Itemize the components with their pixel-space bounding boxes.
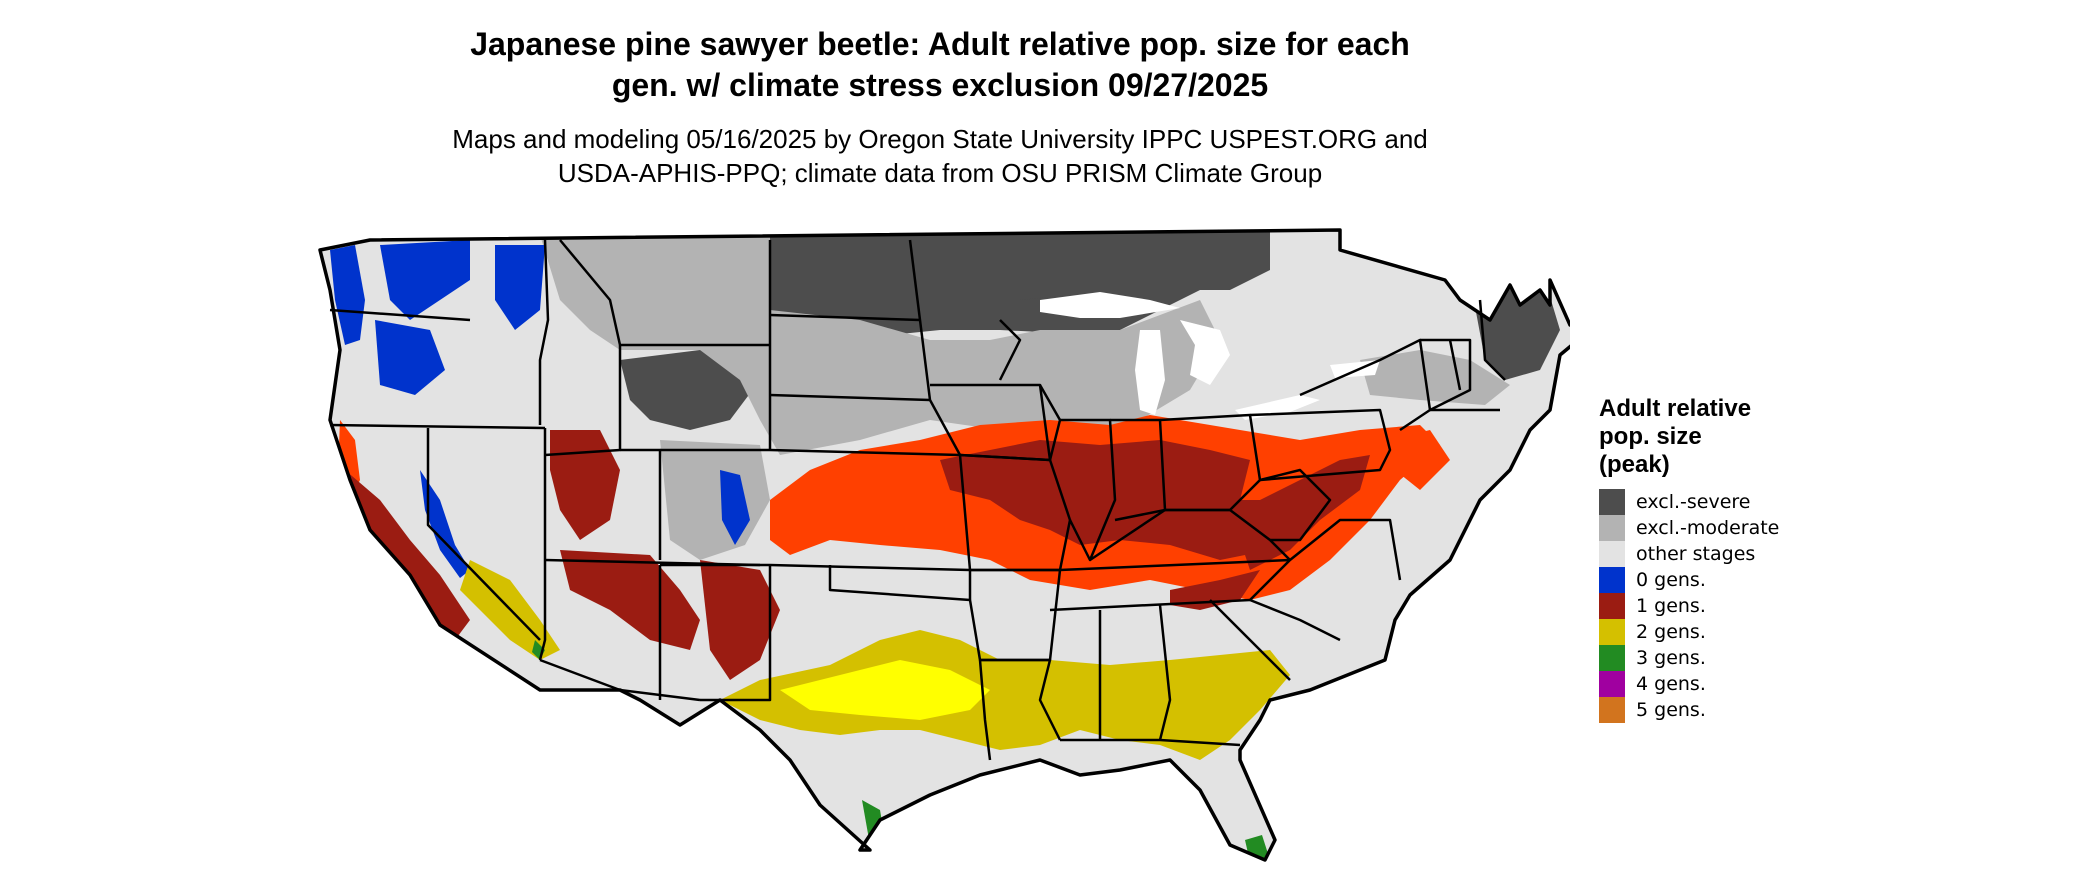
- region-one-gen-great-basin: [550, 430, 620, 540]
- border-georgia-florida: [1060, 738, 1241, 747]
- border-pennsylvania: [1249, 408, 1392, 482]
- region-zero-gens-cascades: [330, 245, 365, 345]
- title-line-2: gen. w/ climate stress exclusion 09/27/2…: [611, 67, 1269, 103]
- legend-item: 0 gens.: [1599, 567, 1779, 593]
- border-washington-oregon: [329, 308, 471, 322]
- legend-label: 2 gens.: [1636, 621, 1706, 643]
- us-map: [318, 228, 1570, 862]
- border-oklahoma-texas: [828, 565, 971, 602]
- region-one-gen-light-newengland: [1390, 430, 1450, 490]
- legend-item: other stages: [1599, 541, 1779, 567]
- border-plains-east: [908, 239, 972, 600]
- border-west-virginia: [1259, 468, 1332, 542]
- region-two-gens-south: [720, 630, 1290, 760]
- legend-title-line-1: Adult relative: [1599, 395, 1752, 422]
- legend-item: 4 gens.: [1599, 671, 1779, 697]
- region-one-gen-new-mexico: [700, 560, 780, 680]
- legend: Adult relative pop. size (peak) excl.-se…: [1599, 395, 1779, 723]
- border-oregon-idaho: [538, 239, 550, 425]
- region-one-gen-california-valley: [345, 470, 470, 640]
- legend-label: 3 gens.: [1636, 647, 1706, 669]
- legend-swatch: [1599, 697, 1625, 723]
- border-tennessee-south: [1049, 598, 1251, 612]
- legend-items: excl.-severe excl.-moderate other stages 0 …: [1599, 489, 1779, 723]
- border-texas-louisiana: [978, 659, 992, 761]
- border-alabama-georgia: [1158, 604, 1172, 741]
- legend-label: excl.-severe: [1636, 491, 1751, 513]
- region-one-gen-arizona: [560, 550, 700, 650]
- legend-swatch: [1599, 515, 1625, 541]
- border-new-england: [1420, 338, 1472, 412]
- border-nevada-utah: [538, 428, 547, 661]
- legend-label: excl.-moderate: [1636, 517, 1780, 539]
- border-virginia: [1249, 518, 1402, 601]
- border-vermont-nh: [1448, 339, 1462, 391]
- map-subtitle: Maps and modeling 05/16/2025 by Oregon S…: [0, 122, 1880, 190]
- legend-item: 2 gens.: [1599, 619, 1779, 645]
- border-georgia-carolinas: [1209, 599, 1291, 681]
- border-kentucky-tennessee: [1059, 558, 1291, 572]
- border-minnesota-east: [998, 319, 1022, 381]
- border-louisiana: [980, 658, 1062, 741]
- legend-swatch: [1599, 645, 1625, 671]
- legend-label: 1 gens.: [1636, 595, 1706, 617]
- legend-swatch: [1599, 489, 1625, 515]
- subtitle-line-1: Maps and modeling 05/16/2025 by Oregon S…: [452, 124, 1428, 154]
- legend-label: 0 gens.: [1636, 569, 1706, 591]
- legend-swatch: [1599, 671, 1625, 697]
- legend-item: excl.-severe: [1599, 489, 1779, 515]
- border-north-south-dakota: [769, 313, 921, 322]
- border-nebraska-kansas: [769, 448, 961, 457]
- border-south-dakota-nebraska: [769, 393, 931, 402]
- region-two-gens-light-texas: [780, 660, 990, 720]
- map-title: Japanese pine sawyer beetle: Adult relat…: [0, 24, 1880, 106]
- border-kentucky: [1089, 508, 1291, 562]
- lake-superior: [1040, 292, 1180, 318]
- region-zero-gens-colorado: [720, 470, 750, 545]
- legend-swatch: [1599, 541, 1625, 567]
- legend-swatch: [1599, 593, 1625, 619]
- region-zero-gens-oregon: [375, 320, 445, 395]
- border-maine: [1478, 299, 1506, 381]
- region-zero-gens-sierra: [420, 470, 470, 578]
- legend-item: 3 gens.: [1599, 645, 1779, 671]
- lake-michigan: [1135, 330, 1165, 415]
- border-idaho-montana: [559, 239, 622, 346]
- region-severe-north: [760, 230, 1270, 345]
- region-severe-wyoming: [620, 350, 760, 430]
- region-zero-gens-washington: [380, 240, 470, 320]
- legend-label: 5 gens.: [1636, 699, 1706, 721]
- legend-title-line-2: pop. size: [1599, 423, 1702, 450]
- border-indiana: [1110, 418, 1167, 522]
- great-lakes: [1040, 292, 1380, 420]
- region-zero-gens-idaho: [495, 245, 545, 330]
- region-moderate-newengland: [1360, 350, 1510, 405]
- legend-item: excl.-moderate: [1599, 515, 1779, 541]
- subtitle-line-2: USDA-APHIS-PPQ; climate data from OSU PR…: [557, 158, 1323, 188]
- legend-swatch: [1599, 567, 1625, 593]
- border-carolinas: [1249, 598, 1341, 642]
- legend-label: 4 gens.: [1636, 673, 1706, 695]
- legend-swatch: [1599, 619, 1625, 645]
- border-newmexico-texas: [700, 565, 772, 702]
- border-oregon-california: [329, 423, 546, 430]
- border-kansas-oklahoma: [769, 563, 971, 572]
- state-borders: [329, 239, 1506, 761]
- region-one-gen-ohio-valley: [940, 440, 1300, 560]
- title-line-1: Japanese pine sawyer beetle: Adult relat…: [470, 26, 1410, 62]
- lake-huron: [1180, 320, 1230, 385]
- legend-label: other stages: [1636, 543, 1756, 565]
- legend-item: 1 gens.: [1599, 593, 1779, 619]
- legend-item: 5 gens.: [1599, 697, 1779, 723]
- legend-title-line-3: (peak): [1599, 451, 1670, 478]
- border-illinois: [1060, 418, 1117, 562]
- legend-title: Adult relative pop. size (peak): [1599, 395, 1779, 479]
- border-california-nevada: [426, 428, 541, 641]
